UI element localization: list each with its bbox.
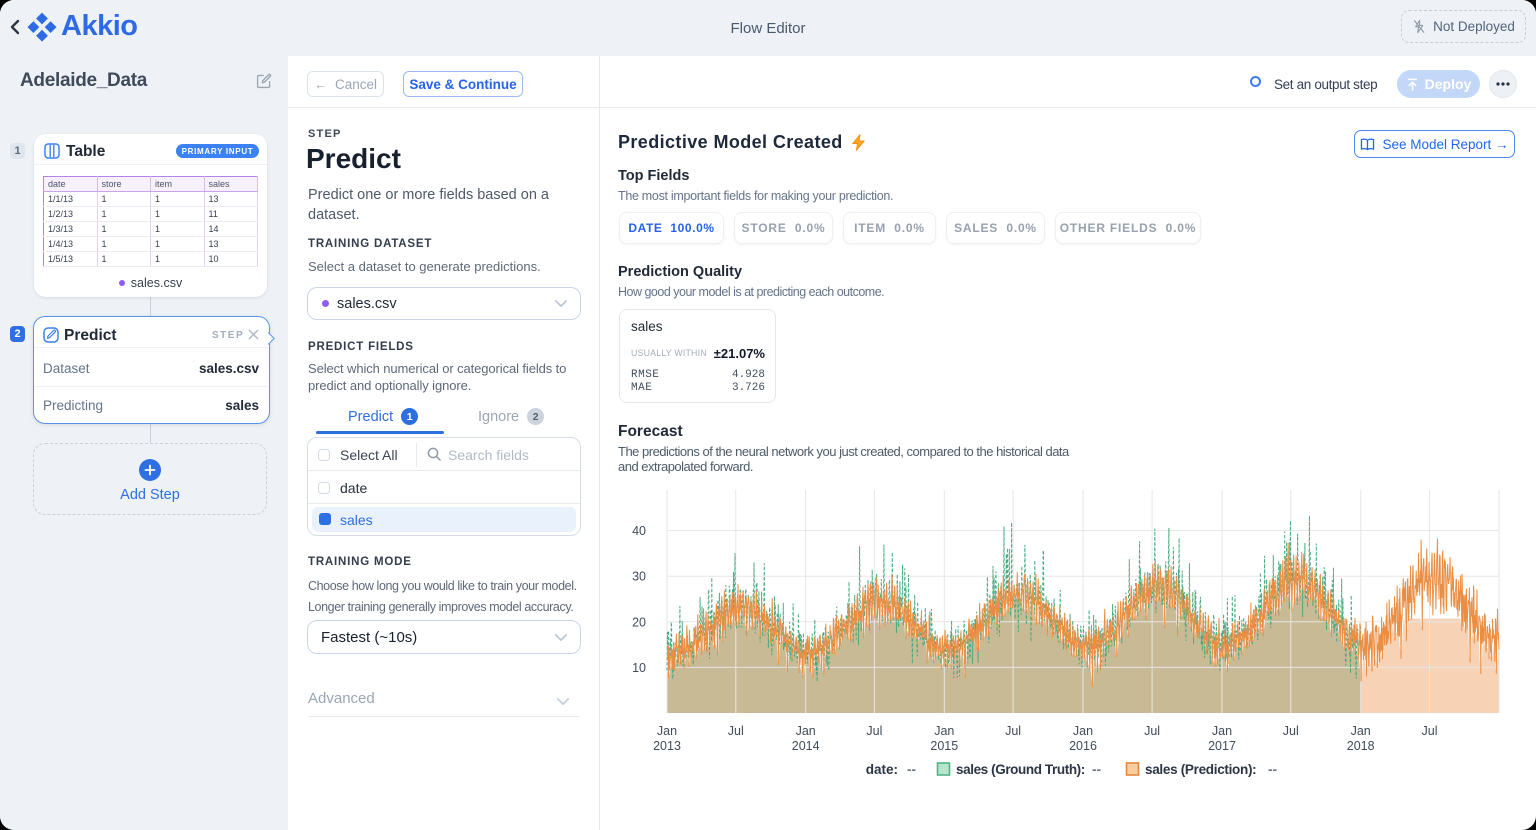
svg-text:Jan: Jan xyxy=(934,724,954,738)
svg-text:Jul: Jul xyxy=(1422,724,1438,738)
svg-text:Jul: Jul xyxy=(866,724,882,738)
svg-text:Jan: Jan xyxy=(796,724,816,738)
svg-text:Jul: Jul xyxy=(1144,724,1160,738)
svg-text:--: -- xyxy=(1092,762,1101,777)
svg-text:Jan: Jan xyxy=(1351,724,1371,738)
svg-text:sales (Ground Truth):: sales (Ground Truth): xyxy=(956,762,1085,777)
svg-text:20: 20 xyxy=(632,615,646,629)
svg-text:Jan: Jan xyxy=(1073,724,1093,738)
svg-text:2013: 2013 xyxy=(653,739,681,753)
svg-text:30: 30 xyxy=(632,570,646,584)
svg-text:2017: 2017 xyxy=(1208,739,1236,753)
svg-text:Jan: Jan xyxy=(1212,724,1232,738)
svg-text:date:: date: xyxy=(866,762,898,777)
svg-text:40: 40 xyxy=(632,524,646,538)
svg-text:--: -- xyxy=(907,762,916,777)
svg-text:Jul: Jul xyxy=(1005,724,1021,738)
svg-text:2016: 2016 xyxy=(1069,739,1097,753)
svg-text:sales (Prediction):: sales (Prediction): xyxy=(1145,762,1256,777)
svg-text:--: -- xyxy=(1268,762,1277,777)
svg-text:10: 10 xyxy=(632,661,646,675)
svg-text:Jul: Jul xyxy=(728,724,744,738)
svg-text:2014: 2014 xyxy=(792,739,820,753)
svg-text:Jul: Jul xyxy=(1283,724,1299,738)
svg-text:Jan: Jan xyxy=(657,724,677,738)
svg-text:2015: 2015 xyxy=(930,739,958,753)
svg-text:2018: 2018 xyxy=(1347,739,1375,753)
